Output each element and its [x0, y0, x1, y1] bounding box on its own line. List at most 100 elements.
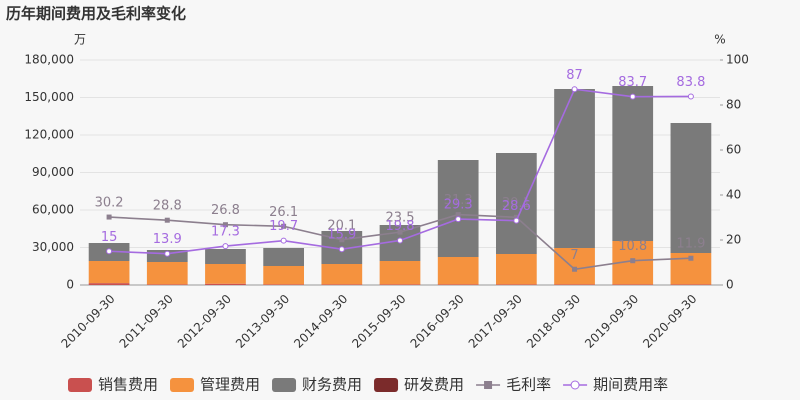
x-tick-label: 2011-09-30 — [117, 292, 176, 351]
legend-label: 期间费用率 — [593, 376, 668, 394]
x-tick-label: 2018-09-30 — [524, 292, 583, 351]
y2-tick-label: 20 — [726, 233, 741, 247]
y2-tick-label: 100 — [726, 53, 749, 67]
line-marker — [106, 248, 113, 255]
bar-segment — [205, 264, 246, 284]
line-marker — [687, 93, 694, 100]
bar-segment — [379, 284, 421, 285]
legend-label: 毛利率 — [506, 376, 551, 394]
line-marker — [397, 237, 403, 244]
data-label: 17.3 — [211, 225, 240, 240]
bar-segment — [88, 283, 130, 285]
x-tick-label: 2017-09-30 — [466, 292, 525, 351]
legend-swatch — [374, 378, 399, 392]
data-label: 28.8 — [153, 199, 182, 214]
bar-segment — [263, 248, 304, 266]
y-unit: 万 — [74, 33, 86, 47]
bar-segment — [205, 249, 246, 264]
legend-label: 管理费用 — [200, 376, 260, 394]
data-label: 31.3 — [444, 193, 473, 208]
line-marker — [513, 217, 520, 224]
bar-segment — [321, 264, 363, 285]
x-tick-label: 2013-09-30 — [233, 292, 292, 351]
line-marker — [280, 237, 287, 244]
line-marker — [164, 217, 170, 223]
data-label: 15 — [101, 230, 118, 245]
bar-segment — [554, 284, 595, 285]
line-marker — [629, 93, 636, 100]
x-tick-label: 2015-09-30 — [349, 292, 408, 351]
legend-label: 研发费用 — [404, 376, 464, 394]
data-label: 7 — [570, 248, 578, 263]
y-tick-label: 150,000 — [24, 90, 74, 104]
x-tick-label: 2016-09-30 — [408, 292, 467, 351]
line-marker — [281, 223, 287, 229]
data-label: 83.7 — [618, 75, 647, 90]
bar-segment — [496, 284, 537, 285]
legend-swatch — [272, 378, 297, 392]
line-marker — [630, 258, 636, 264]
line-marker — [455, 212, 461, 218]
line-marker — [338, 246, 345, 253]
data-label: 87 — [566, 68, 583, 83]
x-tick-label: 2012-09-30 — [175, 292, 234, 351]
data-label: 30.2 — [95, 196, 124, 211]
data-label: 28.6 — [502, 199, 531, 214]
bar-segment — [496, 254, 537, 285]
legend-label: 财务费用 — [302, 376, 362, 394]
line-marker — [571, 86, 578, 93]
y-tick-label: 30,000 — [32, 240, 74, 254]
y-tick-label: 60,000 — [32, 203, 74, 217]
line-marker — [455, 216, 462, 223]
data-label: 29.3 — [444, 198, 473, 213]
line-marker — [397, 229, 403, 235]
data-label: 19.8 — [386, 219, 415, 234]
bar-segment — [263, 266, 304, 285]
x-tick-label: 2020-09-30 — [640, 292, 699, 351]
bar-segment — [554, 248, 595, 285]
bar-segment — [379, 261, 421, 285]
legend-label: 销售费用 — [98, 376, 158, 394]
y2-tick-label: 0 — [726, 278, 734, 292]
chart-title: 历年期间费用及毛利率变化 — [6, 5, 186, 23]
bar-segment — [670, 284, 712, 285]
bar-segment — [205, 283, 246, 285]
legend-swatch — [68, 378, 92, 392]
data-label: 26.8 — [211, 203, 240, 218]
y-tick-label: 120,000 — [24, 128, 74, 142]
bar-segment — [146, 284, 188, 285]
y2-unit: % — [714, 33, 725, 47]
y2-tick-label: 60 — [726, 143, 741, 157]
line-marker — [106, 214, 112, 220]
y2-tick-label: 80 — [726, 98, 741, 112]
bar-segment — [496, 153, 537, 254]
bar-segment — [437, 257, 479, 285]
line-marker — [339, 237, 345, 243]
bar-segment — [437, 160, 479, 257]
data-label: 23.5 — [386, 211, 415, 226]
x-tick-label: 2010-09-30 — [58, 292, 117, 351]
legend-swatch — [170, 378, 195, 392]
data-label: 15.9 — [327, 228, 356, 243]
data-label: 30.1 — [502, 196, 531, 211]
bar-segment — [612, 86, 654, 241]
line-marker — [222, 243, 229, 250]
line-marker — [222, 222, 228, 228]
data-label: 13.9 — [153, 232, 182, 247]
line-marker — [688, 255, 694, 261]
data-label: 26.1 — [269, 205, 298, 220]
x-tick-label: 2014-09-30 — [291, 292, 350, 351]
bar-segment — [612, 284, 654, 285]
bar-segment — [88, 261, 130, 284]
line-marker — [572, 266, 578, 272]
y-tick-label: 0 — [66, 278, 74, 292]
bar-segment — [263, 284, 304, 285]
line-marker — [513, 214, 519, 220]
line-marker — [164, 250, 171, 257]
legend-swatch — [484, 381, 493, 389]
bar-segment — [554, 89, 595, 248]
data-label: 10.8 — [618, 239, 647, 254]
bar-segment — [437, 284, 479, 285]
data-label: 19.7 — [269, 219, 298, 234]
